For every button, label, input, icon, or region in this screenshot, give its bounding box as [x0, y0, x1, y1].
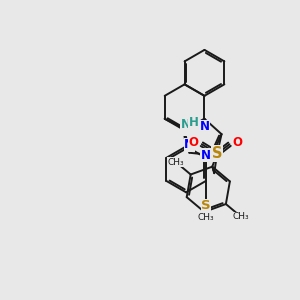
- Text: N: N: [184, 138, 194, 151]
- Text: S: S: [212, 146, 222, 161]
- Text: CH₃: CH₃: [168, 158, 184, 166]
- Text: CH₃: CH₃: [232, 212, 249, 221]
- Text: S: S: [201, 200, 211, 212]
- Text: N: N: [201, 148, 211, 162]
- Text: O: O: [232, 136, 242, 149]
- Text: N: N: [181, 118, 190, 131]
- Text: CH₃: CH₃: [198, 213, 214, 222]
- Text: N: N: [182, 122, 192, 135]
- Text: O: O: [189, 136, 199, 149]
- Text: H: H: [188, 116, 198, 129]
- Text: N: N: [200, 120, 209, 133]
